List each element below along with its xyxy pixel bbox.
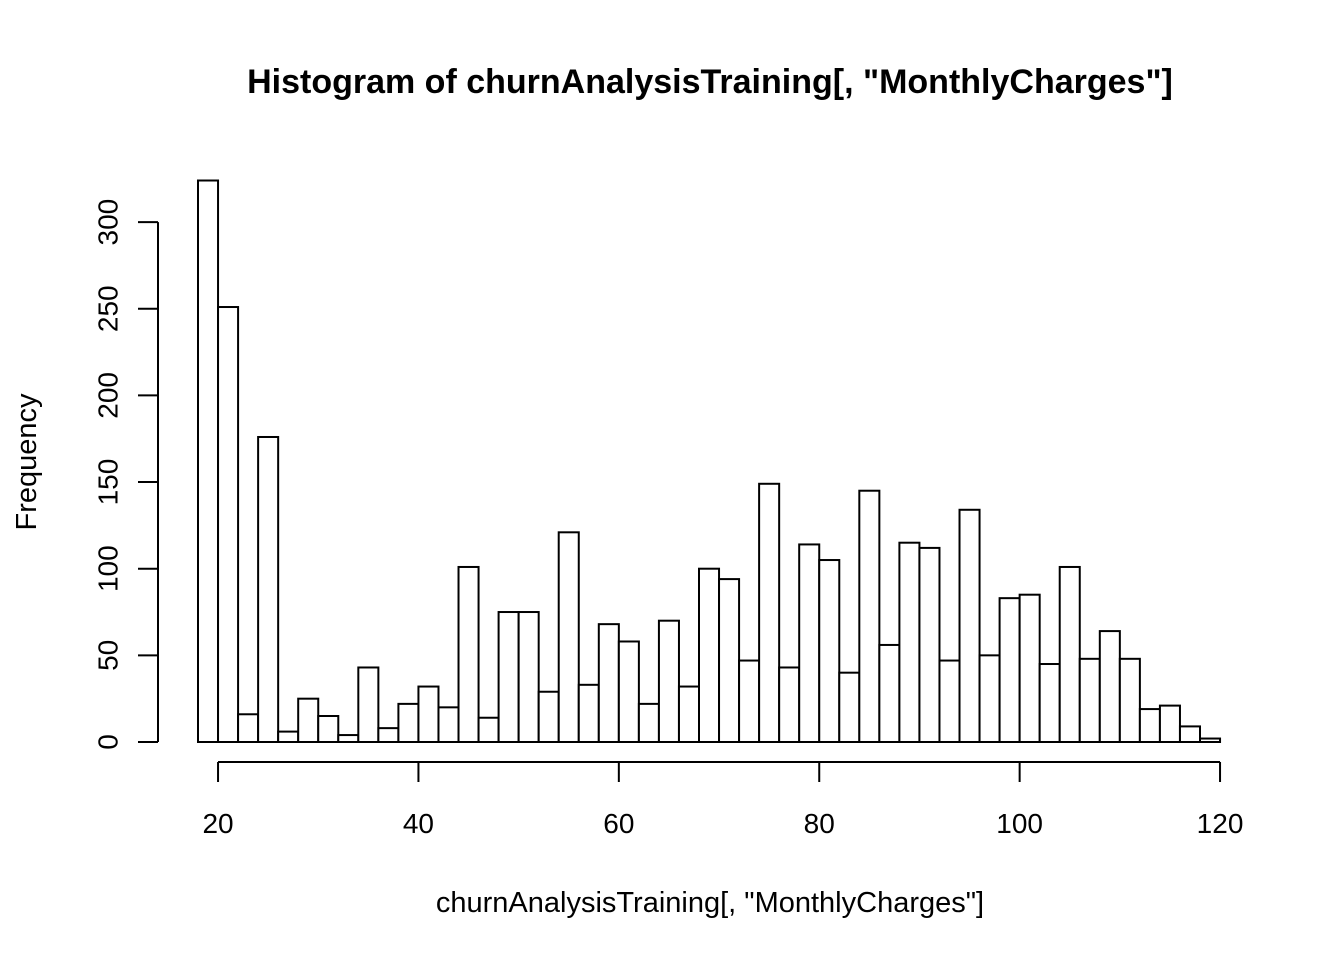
- histogram-bar: [237, 713, 260, 743]
- histogram-bar: [1038, 663, 1061, 744]
- chart-title: Histogram of churnAnalysisTraining[, "Mo…: [247, 63, 1173, 101]
- histogram-bar: [1118, 657, 1141, 743]
- histogram-bar: [677, 685, 701, 744]
- histogram-bar: [1158, 704, 1181, 743]
- histogram-bar: [577, 683, 600, 743]
- histogram-bar: [357, 666, 380, 744]
- x-axis: 20 40 60 80 100 120: [202, 761, 1244, 839]
- bars-group: [197, 179, 1222, 744]
- x-tick-label: 120: [1197, 808, 1244, 839]
- histogram-bar: [397, 702, 420, 744]
- histogram-bar: [918, 546, 941, 743]
- histogram-bar: [878, 643, 901, 744]
- x-tick-label: 80: [804, 808, 835, 839]
- histogram-bar: [738, 659, 761, 744]
- y-tick-label: 150: [93, 459, 124, 506]
- histogram-bar: [1058, 565, 1081, 743]
- histogram-bar: [1178, 725, 1201, 744]
- y-tick-label: 0: [93, 734, 124, 750]
- histogram-bar: [457, 565, 480, 743]
- y-tick-label: 100: [93, 545, 124, 592]
- histogram-bar: [377, 727, 400, 743]
- histogram-bar: [437, 706, 460, 744]
- histogram-bar: [417, 685, 440, 744]
- x-tick-label: 20: [202, 808, 233, 839]
- x-tick-label: 40: [403, 808, 434, 839]
- histogram-bar: [337, 734, 360, 743]
- histogram-bar: [858, 489, 881, 743]
- histogram-bar: [938, 659, 961, 744]
- histogram-bar: [317, 715, 340, 744]
- y-tick-label: 300: [93, 199, 124, 246]
- y-tick-label: 200: [93, 372, 124, 419]
- histogram-bar: [758, 482, 781, 743]
- histogram-bar: [477, 716, 500, 743]
- x-axis-label: churnAnalysisTraining[, "MonthlyCharges"…: [436, 887, 984, 919]
- histogram-bar: [838, 671, 861, 743]
- histogram-bar: [798, 543, 821, 743]
- y-axis-label: Frequency: [11, 393, 43, 531]
- histogram-bar: [657, 619, 680, 743]
- histogram-bar: [1199, 737, 1222, 743]
- histogram-bar: [537, 690, 560, 743]
- y-axis: 0 50 100 150 200 250 300: [93, 199, 159, 750]
- histogram-bar: [1078, 657, 1101, 743]
- y-tick-label: 250: [93, 285, 124, 332]
- histogram-bar: [497, 611, 520, 744]
- histogram-bar: [597, 623, 620, 744]
- x-tick-label: 100: [996, 808, 1043, 839]
- histogram-bar: [718, 578, 741, 744]
- histogram-bar: [998, 597, 1021, 744]
- histogram-bar: [517, 611, 540, 744]
- histogram-bar: [778, 666, 801, 744]
- histogram-bar: [217, 306, 240, 743]
- histogram-bar: [637, 702, 660, 744]
- histogram-bar: [1138, 708, 1161, 743]
- histogram-bar: [277, 730, 300, 743]
- histogram-bar: [297, 697, 320, 743]
- histogram-bar: [257, 435, 280, 743]
- histogram-bar: [698, 567, 721, 744]
- histogram-bar: [1018, 593, 1041, 743]
- histogram-bar: [557, 531, 580, 743]
- y-tick-label: 50: [93, 640, 124, 671]
- histogram-bar: [818, 559, 841, 743]
- histogram-bar: [1098, 630, 1121, 744]
- histogram-bar: [898, 541, 921, 744]
- histogram-bar: [197, 179, 220, 743]
- histogram-bar: [978, 654, 1001, 743]
- histogram-bar: [617, 640, 640, 744]
- x-tick-label: 60: [603, 808, 634, 839]
- histogram-bar: [958, 508, 981, 744]
